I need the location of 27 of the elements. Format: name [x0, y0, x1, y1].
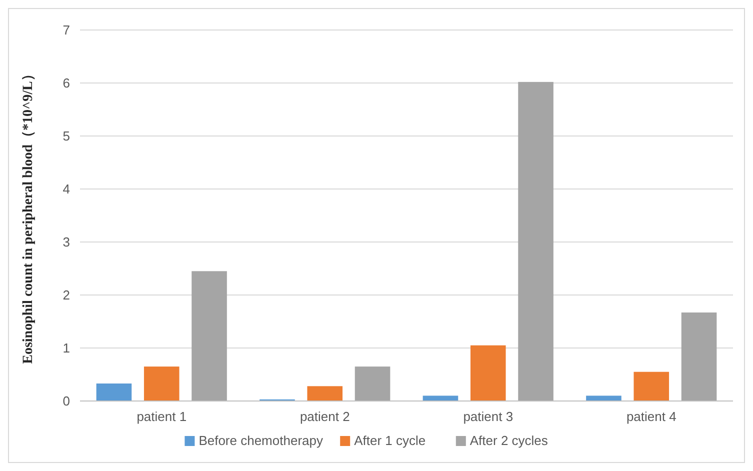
x-tick-label: patient 3 [463, 409, 514, 424]
bar [422, 396, 458, 401]
x-tick-label: patient 1 [136, 409, 187, 424]
bar [518, 82, 554, 401]
bar [586, 396, 622, 401]
bar [470, 345, 506, 401]
legend-label: After 1 cycle [354, 433, 426, 448]
y-tick-label: 7 [62, 22, 70, 38]
legend-label: Before chemotherapy [198, 433, 324, 448]
legend-label: After 2 cycles [470, 433, 548, 448]
bar [634, 372, 670, 401]
bar [354, 366, 390, 401]
bar [144, 366, 180, 401]
x-tick-label: patient 2 [300, 409, 350, 424]
bar [681, 312, 717, 401]
bar [96, 384, 132, 401]
y-tick-label: 3 [62, 234, 70, 250]
bar [307, 386, 343, 401]
y-tick-label: 1 [62, 340, 70, 356]
y-tick-label: 6 [62, 76, 70, 91]
y-tick-label: 2 [62, 288, 70, 303]
y-tick-label: 5 [62, 128, 70, 144]
y-axis-title: Eosinophil count in peripheral blood（*10^9/L） [21, 67, 36, 364]
y-tick-label: 4 [62, 182, 70, 197]
x-tick-label: patient 4 [626, 409, 676, 424]
y-tick-label: 0 [62, 394, 70, 409]
bar [192, 271, 227, 401]
